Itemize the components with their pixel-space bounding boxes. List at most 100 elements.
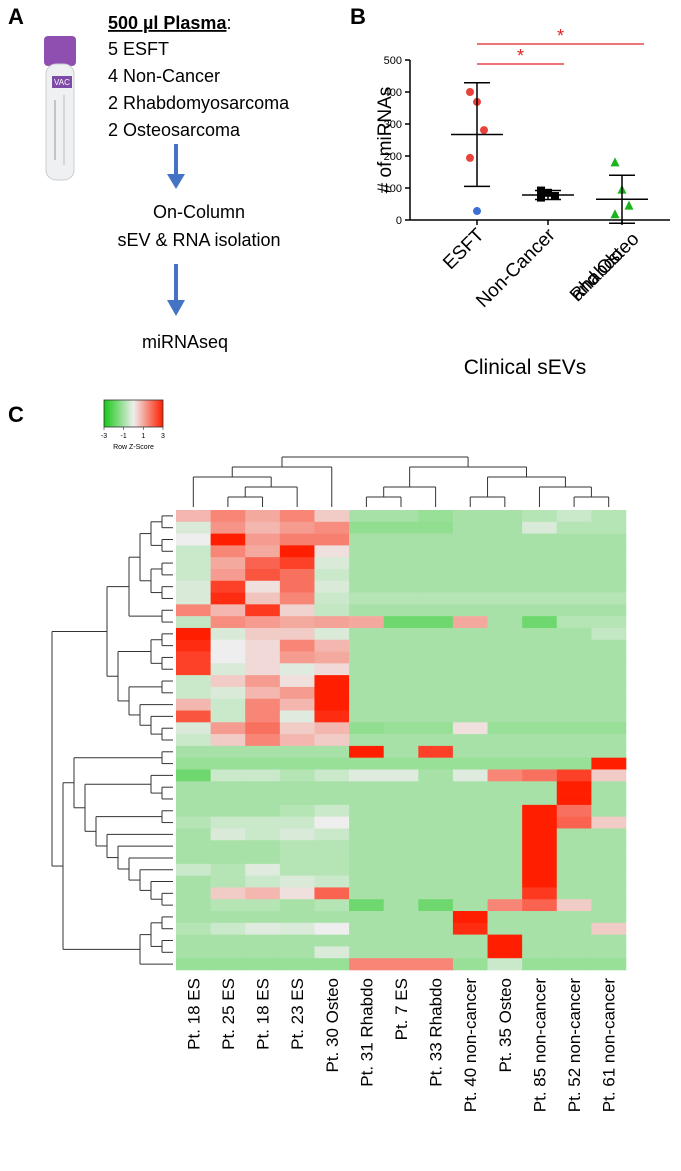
- heatmap-cell: [314, 640, 349, 652]
- heatmap-cell: [384, 887, 419, 899]
- heatmap-cell: [522, 581, 557, 593]
- data-point: [480, 126, 488, 134]
- heatmap-cell: [557, 793, 592, 805]
- heatmap-cell: [453, 946, 488, 958]
- heatmap-cell: [522, 817, 557, 829]
- heatmap-cell: [453, 876, 488, 888]
- heatmap-cell: [280, 722, 315, 734]
- heatmap-cell: [314, 840, 349, 852]
- heatmap-cell: [418, 793, 453, 805]
- heatmap-cell: [280, 805, 315, 817]
- heatmap-cell: [488, 581, 523, 593]
- heatmap-cell: [211, 675, 246, 687]
- heatmap-cell: [211, 805, 246, 817]
- heatmap-cell: [280, 652, 315, 664]
- heatmap-cell: [280, 828, 315, 840]
- heatmap-cell: [453, 840, 488, 852]
- heatmap-cell: [314, 604, 349, 616]
- heatmap-cell: [245, 522, 280, 534]
- column-label: Pt. 35 Osteo: [496, 978, 515, 1073]
- heatmap-cell: [557, 534, 592, 546]
- heatmap-cell: [314, 522, 349, 534]
- heatmap-cell: [591, 864, 626, 876]
- heatmap-cell: [591, 899, 626, 911]
- heatmap-cell: [349, 652, 384, 664]
- heatmap-cell: [349, 628, 384, 640]
- heatmap-cell: [591, 534, 626, 546]
- y-axis-label: # of miRNAs: [375, 87, 396, 194]
- heatmap-cell: [591, 840, 626, 852]
- heatmap-cell: [211, 828, 246, 840]
- heatmap-cell: [522, 522, 557, 534]
- heatmap-cell: [418, 911, 453, 923]
- heatmap-cell: [211, 699, 246, 711]
- heatmap-cell: [314, 628, 349, 640]
- heatmap-cell: [314, 781, 349, 793]
- heatmap-cell: [211, 734, 246, 746]
- heatmap-cell: [384, 616, 419, 628]
- heatmap-cell: [453, 769, 488, 781]
- heatmap-cell: [488, 935, 523, 947]
- heatmap-cell: [349, 911, 384, 923]
- heatmap-cell: [488, 628, 523, 640]
- heatmap-cell: [384, 746, 419, 758]
- heatmap-cell: [453, 581, 488, 593]
- heatmap-cell: [522, 640, 557, 652]
- heatmap-cell: [280, 946, 315, 958]
- heatmap-cell: [280, 663, 315, 675]
- heatmap-cell: [314, 699, 349, 711]
- column-label: Pt. 7 ES: [392, 978, 411, 1040]
- heatmap-cell: [488, 923, 523, 935]
- heatmap-cell: [176, 616, 211, 628]
- heatmap-cell: [384, 958, 419, 970]
- heatmap-cell: [245, 758, 280, 770]
- heatmap-cell: [591, 852, 626, 864]
- heatmap-cell: [211, 545, 246, 557]
- heatmap-cell: [314, 958, 349, 970]
- heatmap-cell: [245, 781, 280, 793]
- heatmap-cell: [314, 711, 349, 723]
- heatmap-cell: [522, 687, 557, 699]
- heatmap-cell: [245, 734, 280, 746]
- heatmap-cell: [314, 758, 349, 770]
- heatmap-cell: [557, 604, 592, 616]
- heatmap-cell: [314, 534, 349, 546]
- heatmap-cell: [176, 935, 211, 947]
- heatmap-cell: [557, 946, 592, 958]
- heatmap-cell: [349, 946, 384, 958]
- heatmap-cell: [245, 793, 280, 805]
- heatmap-cell: [557, 522, 592, 534]
- heatmap-cell: [557, 864, 592, 876]
- heatmap-cell: [418, 852, 453, 864]
- heatmap-cell: [453, 935, 488, 947]
- heatmap-cell: [522, 876, 557, 888]
- heatmap-cell: [557, 557, 592, 569]
- heatmap-cell: [349, 887, 384, 899]
- heatmap-cell: [522, 663, 557, 675]
- heatmap-cell: [176, 793, 211, 805]
- heatmap-cell: [418, 557, 453, 569]
- data-point: [625, 201, 634, 210]
- heatmap-cell: [245, 663, 280, 675]
- heatmap-cell: [522, 781, 557, 793]
- heatmap-cell: [488, 616, 523, 628]
- heatmap-cell: [488, 746, 523, 758]
- heatmap-cell: [522, 946, 557, 958]
- heatmap-cell: [453, 604, 488, 616]
- data-point: [466, 154, 474, 162]
- heatmap-cell: [488, 887, 523, 899]
- heatmap-cell: [522, 746, 557, 758]
- heatmap-cell: [280, 534, 315, 546]
- heatmap-cell: [418, 687, 453, 699]
- heatmap-cell: [349, 793, 384, 805]
- heatmap-cell: [384, 946, 419, 958]
- column-label: Pt. 85 non-cancer: [530, 978, 549, 1113]
- heatmap-cell: [488, 805, 523, 817]
- heatmap-cell: [176, 722, 211, 734]
- heatmap-cell: [314, 923, 349, 935]
- heatmap-cell: [349, 864, 384, 876]
- heatmap-cell: [211, 687, 246, 699]
- heatmap-cell: [176, 805, 211, 817]
- column-label: Pt. 30 Osteo: [323, 978, 342, 1073]
- heatmap-cell: [557, 769, 592, 781]
